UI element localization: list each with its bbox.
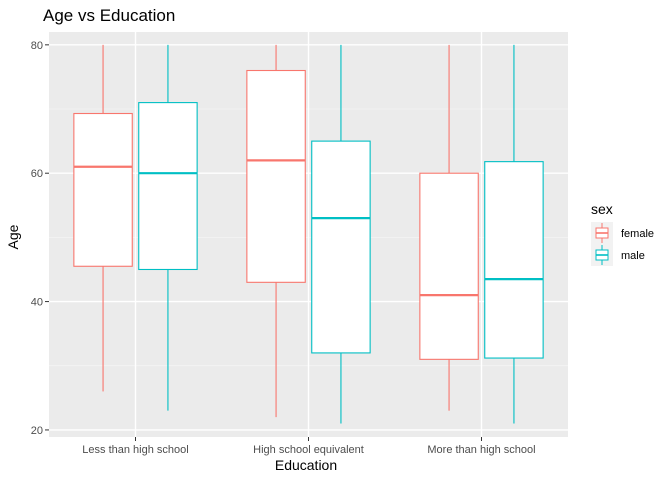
legend-label: male — [621, 250, 645, 262]
axis-layer: 20 40 60 80 Less than high school High school… — [31, 40, 536, 456]
y-tick-label: 80 — [31, 40, 43, 52]
box-body — [484, 161, 544, 359]
box-body — [138, 102, 198, 271]
box-male-0 — [138, 44, 198, 411]
legend-title: sex — [591, 201, 613, 217]
y-tick-label: 40 — [31, 297, 43, 309]
x-tick-label: Less than high school — [82, 444, 188, 456]
legend-label: female — [621, 228, 654, 240]
x-tick-label: High school equivalent — [253, 444, 364, 456]
box-body — [246, 69, 306, 283]
box-body — [419, 172, 479, 360]
chart-title: Age vs Education — [43, 6, 175, 25]
box-female-0 — [73, 44, 133, 392]
box-female-2 — [419, 44, 479, 411]
y-tick-label: 60 — [31, 168, 43, 180]
box-male-2 — [484, 44, 544, 424]
y-axis-title: Age — [5, 224, 21, 249]
legend: sex female male — [591, 201, 654, 266]
box-female-1 — [246, 44, 306, 418]
legend-item-female: female — [591, 222, 654, 244]
legend-item-male: male — [591, 244, 645, 266]
y-tick-label: 20 — [31, 425, 43, 437]
grid-lines — [49, 32, 568, 437]
x-tick-label: More than high school — [427, 444, 535, 456]
x-axis-title: Education — [275, 457, 337, 473]
box-layer — [73, 44, 544, 424]
box-body — [311, 140, 371, 354]
box-body — [73, 112, 133, 267]
box-male-1 — [311, 44, 371, 424]
